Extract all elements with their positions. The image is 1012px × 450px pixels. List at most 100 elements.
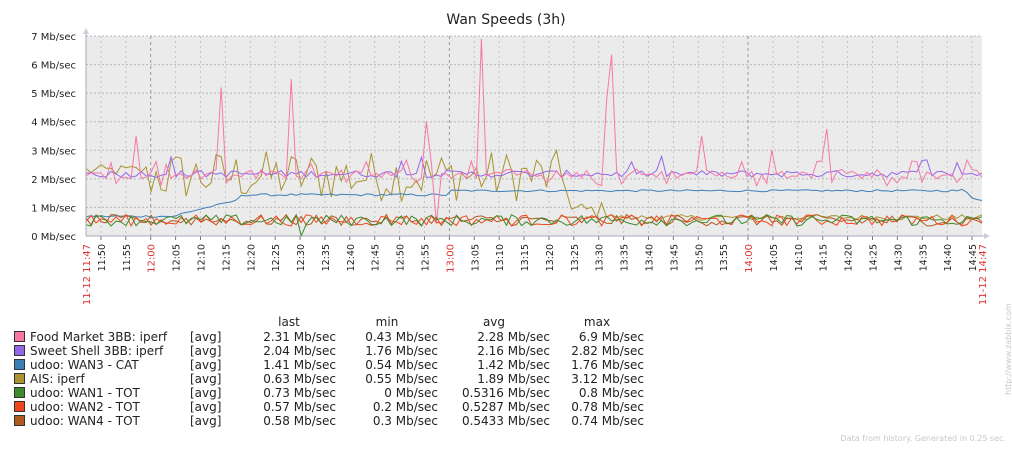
- x-tick-label: 14:10: [794, 244, 805, 271]
- legend-header-min: min: [375, 315, 399, 329]
- legend-series-avg: 0.5433 Mb/sec: [461, 414, 550, 428]
- x-tick-label: 11:55: [122, 244, 133, 271]
- series-line-udoo-wan1-tot: [85, 213, 983, 238]
- y-tick-label: 4 Mb/sec: [31, 118, 76, 129]
- legend-series-avg: 2.16 Mb/sec: [477, 344, 550, 358]
- legend-series-cell: udoo: WAN1 - TOT: [14, 386, 190, 400]
- x-tick-label: 13:40: [644, 244, 655, 271]
- legend-row: Sweet Shell 3BB: iperf [avg] 2.04 Mb/sec 1.…: [14, 344, 644, 358]
- x-tick-label: 12:45: [371, 244, 382, 271]
- x-tick-label: 12:20: [246, 244, 257, 271]
- legend-series-min: 0.43 Mb/sec: [365, 330, 438, 344]
- legend-header-spacer-func: [190, 314, 242, 330]
- legend-swatch: [14, 415, 25, 426]
- x-tick-label: 13:00: [445, 244, 456, 273]
- x-tick-label: 12:15: [221, 244, 232, 271]
- legend-swatch: [14, 401, 25, 412]
- x-tick-label: 14:15: [819, 244, 830, 271]
- legend-series-cell: Sweet Shell 3BB: iperf: [14, 344, 190, 358]
- x-tick-label: 12:25: [271, 244, 282, 271]
- legend: last min avg max Food Market 3BB: iperf […: [14, 314, 644, 428]
- series-line-food-market-3bb-iperf: [85, 38, 983, 224]
- x-axis-arrow: [984, 233, 990, 239]
- x-tick-label: 14:45: [968, 244, 979, 271]
- legend-series-avg: 2.28 Mb/sec: [477, 330, 550, 344]
- series-line-ais-iperf: [85, 148, 983, 221]
- legend-series-min: 0 Mb/sec: [384, 386, 438, 400]
- legend-series-min: 0.3 Mb/sec: [372, 414, 438, 428]
- legend-series-avg: 0.5287 Mb/sec: [461, 400, 550, 414]
- legend-series-func: [avg]: [190, 386, 222, 400]
- legend-header-avg: avg: [482, 315, 506, 329]
- legend-series-last: 1.41 Mb/sec: [263, 358, 336, 372]
- legend-series-name: udoo: WAN4 - TOT: [30, 414, 140, 428]
- legend-series-max: 0.78 Mb/sec: [571, 400, 644, 414]
- legend-series-max: 0.74 Mb/sec: [571, 414, 644, 428]
- legend-series-name: AIS: iperf: [30, 372, 85, 386]
- y-tick-label: 1 Mb/sec: [31, 203, 76, 214]
- legend-swatch: [14, 373, 25, 384]
- x-tick-label: 12:50: [396, 244, 407, 271]
- legend-series-last: 2.04 Mb/sec: [263, 344, 336, 358]
- y-tick-label: 0 Mb/sec: [31, 232, 76, 243]
- legend-series-max: 0.8 Mb/sec: [578, 386, 644, 400]
- x-tick-label: 13:30: [595, 244, 606, 271]
- x-tick-label: 12:30: [296, 244, 307, 271]
- legend-series-func: [avg]: [190, 400, 222, 414]
- x-tick-label: 13:10: [495, 244, 506, 271]
- x-tick-label: 14:30: [893, 244, 904, 271]
- x-tick-label: 13:50: [694, 244, 705, 271]
- legend-series-cell: AIS: iperf: [14, 372, 190, 386]
- legend-row: udoo: WAN4 - TOT [avg] 0.58 Mb/sec 0.3 Mb/s…: [14, 414, 644, 428]
- legend-series-cell: udoo: WAN2 - TOT: [14, 400, 190, 414]
- legend-series-func: [avg]: [190, 414, 222, 428]
- x-tick-label: 14:05: [769, 244, 780, 271]
- x-start-label: 11-12 11:47: [82, 244, 93, 305]
- x-tick-label: 13:05: [470, 244, 481, 271]
- x-tick-label: 14:35: [918, 244, 929, 271]
- x-tick-label: 14:20: [844, 244, 855, 271]
- legend-series-cell: udoo: WAN3 - CAT: [14, 358, 190, 372]
- legend-series-min: 1.76 Mb/sec: [365, 344, 438, 358]
- legend-series-min: 0.55 Mb/sec: [365, 372, 438, 386]
- legend-series-name: Food Market 3BB: iperf: [30, 330, 168, 344]
- legend-series-min: 0.54 Mb/sec: [365, 358, 438, 372]
- legend-series-last: 2.31 Mb/sec: [263, 330, 336, 344]
- footer-note: Data from history. Generated in 0.25 sec…: [840, 434, 1006, 443]
- legend-series-last: 0.57 Mb/sec: [263, 400, 336, 414]
- x-tick-label: 12:05: [172, 244, 183, 271]
- legend-series-last: 0.58 Mb/sec: [263, 414, 336, 428]
- x-tick-label: 13:25: [570, 244, 581, 271]
- legend-row: udoo: WAN2 - TOT [avg] 0.57 Mb/sec 0.2 Mb/s…: [14, 400, 644, 414]
- legend-series-func: [avg]: [190, 358, 222, 372]
- legend-series-cell: Food Market 3BB: iperf: [14, 330, 190, 344]
- legend-series-max: 3.12 Mb/sec: [571, 372, 644, 386]
- legend-series-avg: 1.42 Mb/sec: [477, 358, 550, 372]
- x-tick-label: 13:45: [669, 244, 680, 271]
- legend-series-min: 0.2 Mb/sec: [372, 400, 438, 414]
- legend-series-avg: 1.89 Mb/sec: [477, 372, 550, 386]
- series-line-udoo-wan3-cat: [85, 188, 983, 218]
- zabbix-watermark: http://www.zabbix.com: [1004, 303, 1012, 395]
- legend-swatch: [14, 387, 25, 398]
- y-axis-arrow: [83, 28, 89, 34]
- y-tick-label: 5 Mb/sec: [31, 89, 76, 100]
- legend-swatch: [14, 331, 25, 342]
- legend-series-name: Sweet Shell 3BB: iperf: [30, 344, 164, 358]
- x-end-label: 11-12 14:47: [978, 244, 989, 305]
- y-tick-label: 7 Mb/sec: [31, 32, 76, 43]
- x-tick-label: 12:55: [420, 244, 431, 271]
- x-tick-label: 13:15: [520, 244, 531, 271]
- legend-series-max: 1.76 Mb/sec: [571, 358, 644, 372]
- x-tick-label: 14:00: [744, 244, 755, 273]
- x-tick-label: 12:00: [147, 244, 158, 273]
- legend-series-func: [avg]: [190, 330, 222, 344]
- legend-series-func: [avg]: [190, 372, 222, 386]
- legend-series-name: udoo: WAN1 - TOT: [30, 386, 140, 400]
- legend-swatch: [14, 345, 25, 356]
- x-tick-label: 14:25: [868, 244, 879, 271]
- legend-series-name: udoo: WAN2 - TOT: [30, 400, 140, 414]
- series-line-udoo-wan4-tot: [85, 213, 983, 227]
